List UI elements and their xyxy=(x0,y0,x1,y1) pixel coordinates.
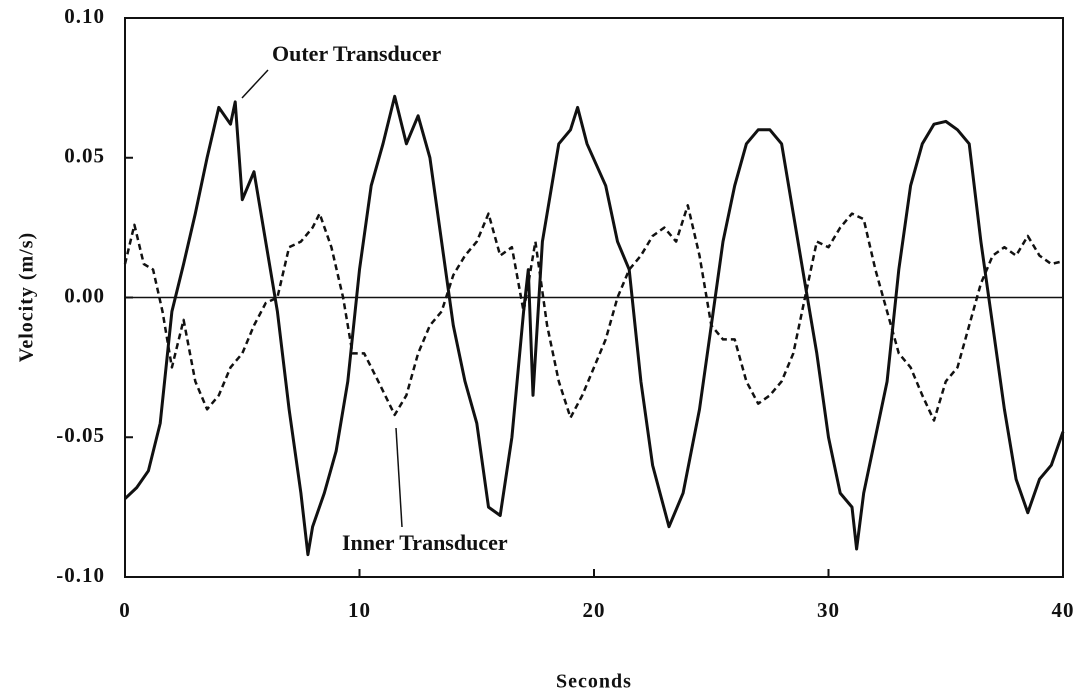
x-tick-label: 10 xyxy=(348,598,371,622)
y-tick-label: 0.05 xyxy=(64,144,105,168)
x-tick-label: 0 xyxy=(119,598,131,622)
annotation-leader xyxy=(395,427,403,528)
y-tick-label: 0.00 xyxy=(64,283,105,307)
line-series xyxy=(123,94,1065,557)
x-tick-label: 20 xyxy=(583,598,606,622)
line-series xyxy=(123,204,1064,422)
y-axis-label: Velocity (m/s) xyxy=(16,232,38,362)
x-tick-label: 40 xyxy=(1052,598,1075,622)
annotation-leader xyxy=(241,69,269,99)
y-tick-label: 0.10 xyxy=(64,4,105,28)
annotation: Inner Transducer xyxy=(342,530,508,555)
annotation: Outer Transducer xyxy=(272,41,442,66)
x-tick-label: 30 xyxy=(817,598,840,622)
x-axis-label: Seconds xyxy=(556,671,632,693)
y-tick-label: -0.10 xyxy=(56,563,105,587)
y-tick-label: -0.05 xyxy=(56,423,105,447)
